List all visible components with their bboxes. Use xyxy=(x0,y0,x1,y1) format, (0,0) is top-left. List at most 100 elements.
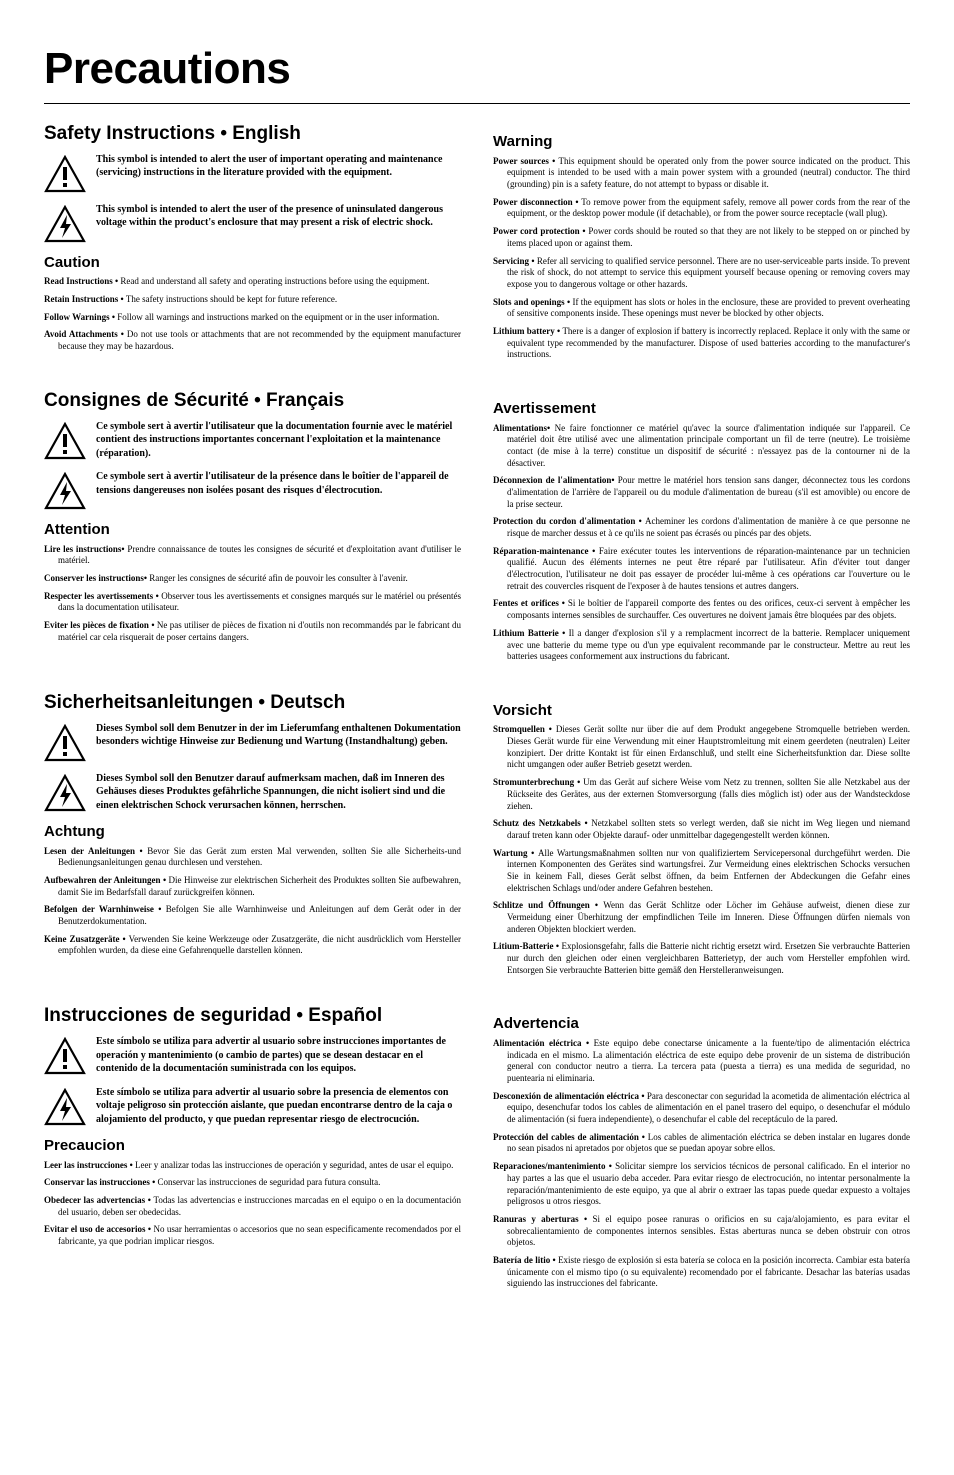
item-lead: Follow Warnings • xyxy=(44,312,117,322)
french-left-col: Consignes de Sécurité • Français Ce symb… xyxy=(44,389,461,669)
instruction-item: Evitar el uso de accesorios • No usar he… xyxy=(44,1224,461,1247)
bolt-triangle-icon xyxy=(44,205,86,243)
instruction-item: Lithium battery • There is a danger of e… xyxy=(493,326,910,361)
item-lead: Leer las instrucciones • xyxy=(44,1160,135,1170)
english-right-col: Warning Power sources • This equipment s… xyxy=(493,122,910,367)
item-lead: Aufbewahren der Anleitungen • xyxy=(44,875,169,885)
spanish-advertencia-items: Alimentación eléctrica • Este equipo deb… xyxy=(493,1038,910,1290)
instruction-item: Déconnexion de l'alimentation• Pour mett… xyxy=(493,475,910,510)
instruction-item: Lire les instructions• Prendre connaissa… xyxy=(44,544,461,567)
german-block: Sicherheitsanleitungen • Deutsch Dieses … xyxy=(44,691,910,983)
bolt-triangle-icon xyxy=(44,472,86,510)
spanish-left-col: Instrucciones de seguridad • Español Est… xyxy=(44,1004,461,1296)
instruction-item: Keine Zusatzgeräte • Verwenden Sie keine… xyxy=(44,934,461,957)
instruction-item: Desconexión de alimentación eléctrica • … xyxy=(493,1091,910,1126)
french-symbol2-text: Ce symbole sert à avertir l'utilisateur … xyxy=(96,470,461,497)
item-body: Dieses Gerät sollte nur über die auf dem… xyxy=(507,724,910,769)
item-body: Leer y analizar todas las instrucciones … xyxy=(135,1160,453,1170)
german-achtung-items: Lesen der Anleitungen • Bevor Sie das Ge… xyxy=(44,846,461,958)
instruction-item: Befolgen der Warnhinweise • Befolgen Sie… xyxy=(44,904,461,927)
item-lead: Reparaciones/mantenimiento • xyxy=(493,1161,615,1171)
instruction-item: Obedecer las advertencias • Todas las ad… xyxy=(44,1195,461,1218)
instruction-item: Slots and openings • If the equipment ha… xyxy=(493,297,910,320)
french-symbol1-text: Ce symbole sert à avertir l'utilisateur … xyxy=(96,420,461,461)
english-symbol1-text: This symbol is intended to alert the use… xyxy=(96,153,461,180)
item-lead: Eviter les pièces de fixation • xyxy=(44,620,157,630)
spanish-advertencia-heading: Advertencia xyxy=(493,1014,910,1034)
item-lead: Fentes et orifices • xyxy=(493,598,568,608)
instruction-item: Read Instructions • Read and understand … xyxy=(44,276,461,288)
item-lead: Retain Instructions • xyxy=(44,294,126,304)
instruction-item: Avoid Attachments • Do not use tools or … xyxy=(44,329,461,352)
instruction-item: Schutz des Netzkabels • Netzkabel sollte… xyxy=(493,818,910,841)
instruction-item: Lesen der Anleitungen • Bevor Sie das Ge… xyxy=(44,846,461,869)
item-body: Ranger les consignes de sécurité afin de… xyxy=(149,573,408,583)
instruction-item: Batería de litio • Existe riesgo de expl… xyxy=(493,1255,910,1290)
instruction-item: Protection du cordon d'alimentation • Ac… xyxy=(493,516,910,539)
german-title: Sicherheitsanleitungen • Deutsch xyxy=(44,691,461,716)
instruction-item: Fentes et orifices • Si le boîtier de l'… xyxy=(493,598,910,621)
spanish-block: Instrucciones de seguridad • Español Est… xyxy=(44,1004,910,1296)
instruction-item: Servicing • Refer all servicing to quali… xyxy=(493,256,910,291)
instruction-item: Stromquellen • Dieses Gerät sollte nur ü… xyxy=(493,724,910,771)
item-body: This equipment should be operated only f… xyxy=(507,156,910,189)
instruction-item: Leer las instrucciones • Leer y analizar… xyxy=(44,1160,461,1172)
english-left-col: Safety Instructions • English This symbo… xyxy=(44,122,461,367)
item-body: Explosionsgefahr, falls die Batterie nic… xyxy=(507,941,910,974)
item-lead: Stromquellen • xyxy=(493,724,556,734)
exclamation-triangle-icon xyxy=(44,155,86,193)
item-body: Alle Wartungsmaßnahmen sollten nur von q… xyxy=(507,848,910,893)
item-body: Existe riesgo de explosión si esta bater… xyxy=(507,1255,910,1288)
french-title: Consignes de Sécurité • Français xyxy=(44,389,461,414)
item-lead: Power sources • xyxy=(493,156,558,166)
instruction-item: Wartung • Alle Wartungsmaßnahmen sollten… xyxy=(493,848,910,895)
item-lead: Keine Zusatzgeräte • xyxy=(44,934,129,944)
item-lead: Lithium Batterie • xyxy=(493,628,569,638)
item-body: There is a danger of explosion if batter… xyxy=(507,326,910,359)
french-avertissement-heading: Avertissement xyxy=(493,399,910,419)
exclamation-triangle-icon xyxy=(44,1037,86,1075)
instruction-item: Lithium Batterie • Il a danger d'explosi… xyxy=(493,628,910,663)
item-lead: Alimentación eléctrica • xyxy=(493,1038,594,1048)
item-lead: Slots and openings • xyxy=(493,297,572,307)
item-lead: Stromunterbrechung • xyxy=(493,777,583,787)
english-block: Safety Instructions • English This symbo… xyxy=(44,122,910,367)
german-symbol1-text: Dieses Symbol soll dem Benutzer in der i… xyxy=(96,722,461,749)
page-title: Precautions xyxy=(44,40,910,97)
french-attention-items: Lire les instructions• Prendre connaissa… xyxy=(44,544,461,644)
item-lead: Evitar el uso de accesorios • xyxy=(44,1224,154,1234)
instruction-item: Conservar las instrucciones • Conservar … xyxy=(44,1177,461,1189)
item-lead: Lire les instructions• xyxy=(44,544,127,554)
exclamation-triangle-icon xyxy=(44,724,86,762)
english-caution-items: Read Instructions • Read and understand … xyxy=(44,276,461,352)
item-lead: Servicing • xyxy=(493,256,537,266)
german-left-col: Sicherheitsanleitungen • Deutsch Dieses … xyxy=(44,691,461,983)
instruction-item: Eviter les pièces de fixation • Ne pas u… xyxy=(44,620,461,643)
instruction-item: Power cord protection • Power cords shou… xyxy=(493,226,910,249)
item-lead: Obedecer las advertencias • xyxy=(44,1195,154,1205)
spanish-symbol1-text: Este símbolo se utiliza para advertir al… xyxy=(96,1035,461,1076)
item-body: Follow all warnings and instructions mar… xyxy=(117,312,439,322)
spanish-right-col: Advertencia Alimentación eléctrica • Est… xyxy=(493,1004,910,1296)
instruction-item: Schlitze und Öffnungen • Wenn das Gerät … xyxy=(493,900,910,935)
english-title: Safety Instructions • English xyxy=(44,122,461,147)
german-vorsicht-items: Stromquellen • Dieses Gerät sollte nur ü… xyxy=(493,724,910,976)
instruction-item: Stromunterbrechung • Um das Gerät auf si… xyxy=(493,777,910,812)
english-symbol2-text: This symbol is intended to alert the use… xyxy=(96,203,461,230)
item-body: The safety instructions should be kept f… xyxy=(126,294,337,304)
instruction-item: Alimentations• Ne faire fonctionner ce m… xyxy=(493,423,910,470)
instruction-item: Aufbewahren der Anleitungen • Die Hinwei… xyxy=(44,875,461,898)
french-avertissement-items: Alimentations• Ne faire fonctionner ce m… xyxy=(493,423,910,663)
french-block: Consignes de Sécurité • Français Ce symb… xyxy=(44,389,910,669)
item-lead: Befolgen der Warnhinweise • xyxy=(44,904,166,914)
item-lead: Protection du cordon d'alimentation • xyxy=(493,516,645,526)
item-body: Refer all servicing to qualified service… xyxy=(507,256,910,289)
instruction-item: Conserver les instructions• Ranger les c… xyxy=(44,573,461,585)
bolt-triangle-icon xyxy=(44,774,86,812)
item-lead: Batería de litio • xyxy=(493,1255,558,1265)
title-rule xyxy=(44,103,910,104)
french-right-col: Avertissement Alimentations• Ne faire fo… xyxy=(493,389,910,669)
bolt-triangle-icon xyxy=(44,1088,86,1126)
exclamation-triangle-icon xyxy=(44,422,86,460)
item-lead: Lesen der Anleitungen • xyxy=(44,846,147,856)
